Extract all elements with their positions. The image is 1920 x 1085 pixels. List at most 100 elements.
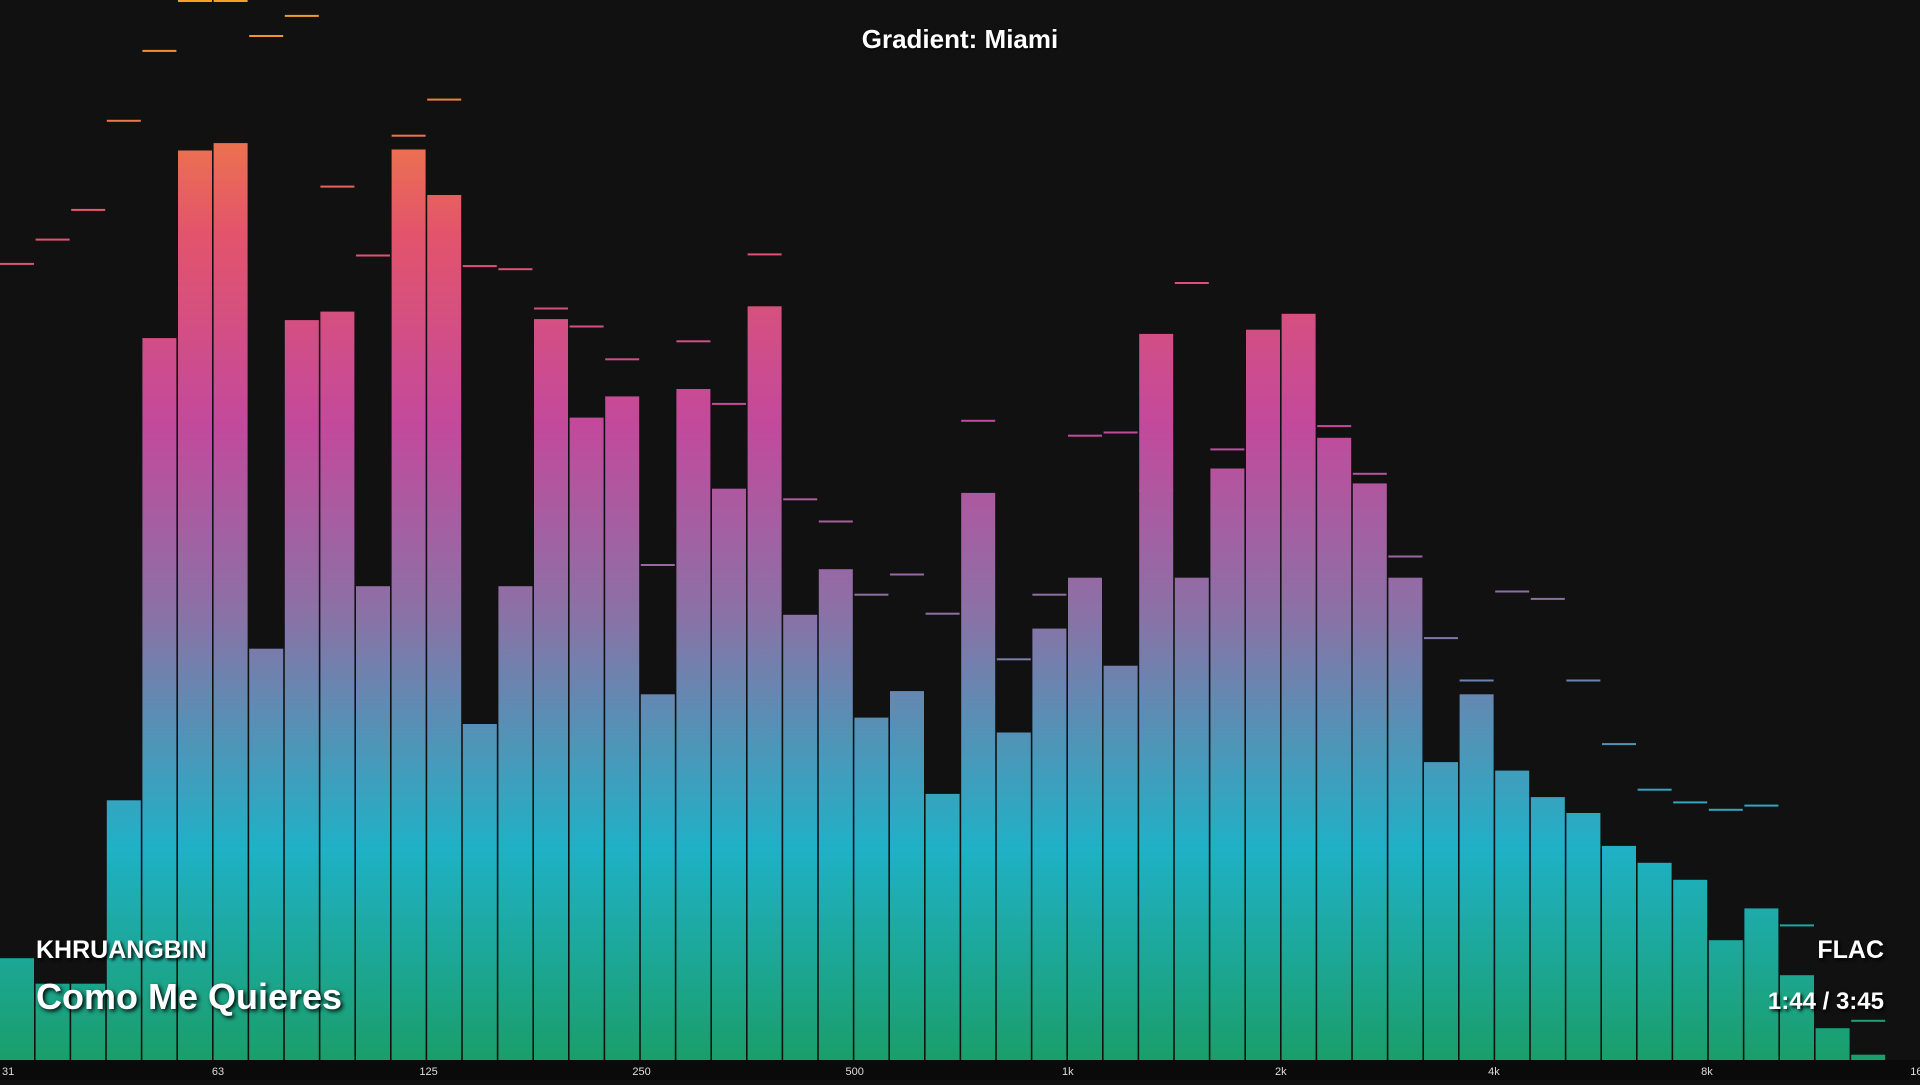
frequency-tick-label: 250 (632, 1066, 650, 1078)
peak-marker (1352, 472, 1387, 475)
spectrum-bar (712, 488, 746, 1060)
spectrum-bar (783, 614, 818, 1060)
spectrum-bar (35, 983, 70, 1060)
peak-marker (462, 265, 497, 268)
track-title: Como Me Quieres (36, 976, 343, 1017)
peak-marker (1424, 637, 1458, 640)
peak-marker (178, 0, 212, 2)
spectrum-bar (569, 417, 604, 1061)
spectrum-bar (1103, 665, 1138, 1060)
spectrum-bar (854, 717, 889, 1060)
spectrum-bar (391, 149, 426, 1060)
peak-marker (1495, 590, 1530, 593)
peak-marker (71, 208, 106, 211)
peak-marker (1032, 593, 1067, 596)
peak-marker (712, 402, 746, 405)
peak-marker (747, 253, 782, 256)
spectrum-bar (1602, 845, 1636, 1060)
spectrum-bar (1673, 879, 1708, 1060)
gradient-name-label: Gradient: Miami (861, 24, 1059, 54)
peak-marker (534, 307, 568, 310)
peak-marker (284, 14, 319, 17)
peak-marker (249, 35, 284, 37)
frequency-tick-label: 4k (1488, 1066, 1500, 1078)
spectrum-bars (0, 143, 1886, 1061)
peak-marker (1637, 788, 1672, 791)
spectrum-bar (249, 648, 284, 1060)
spectrum-bar (1174, 577, 1209, 1060)
spectrum-bar (1637, 862, 1672, 1060)
spectrum-bar (1815, 1028, 1850, 1060)
peak-marker (1246, 465, 1280, 468)
peak-marker (1673, 801, 1708, 804)
spectrum-bar (1459, 694, 1494, 1060)
spectrum-bar (213, 143, 248, 1061)
spectrum-bar (1139, 333, 1174, 1060)
peak-marker (1459, 679, 1494, 682)
peak-marker (1388, 555, 1423, 558)
spectrum-bar (1708, 940, 1743, 1060)
spectrum-bar (890, 691, 924, 1060)
frequency-scale: 31 63 125 250 500 1k 2k 4k 8k 16k (0, 1060, 1920, 1080)
peak-marker (1281, 427, 1316, 430)
audio-format: FLAC (1817, 936, 1884, 964)
spectrum-bar (818, 569, 853, 1060)
peak-marker (1815, 1042, 1850, 1044)
spectrum-bar (747, 306, 782, 1060)
spectrum-bar (142, 338, 177, 1061)
spectrum-bar (0, 958, 34, 1060)
peak-marker (1851, 1019, 1886, 1022)
spectrum-bar (1317, 437, 1352, 1060)
spectrum-bar (925, 793, 960, 1060)
peak-marker (890, 573, 924, 576)
spectrum-bar (996, 732, 1031, 1060)
spectrum-bar (178, 150, 212, 1060)
spectrum-bar (1281, 313, 1316, 1060)
peak-marker (961, 419, 996, 422)
spectrum-bar (1388, 577, 1423, 1060)
spectrum-bar (106, 800, 141, 1060)
spectrum-bar (320, 311, 355, 1061)
peak-marker (783, 498, 818, 501)
spectrum-bar (498, 586, 533, 1060)
peak-marker (106, 119, 141, 122)
spectrum-bar (1032, 628, 1067, 1060)
spectrum-bar (1530, 797, 1565, 1060)
peak-marker (1210, 448, 1245, 451)
spectrum-bar (961, 492, 996, 1060)
frequency-tick-label: 31 (2, 1066, 14, 1078)
spectrum-bar (640, 694, 675, 1060)
spectrum-peaks (0, 0, 1886, 1044)
peak-marker (605, 358, 640, 361)
peak-marker (1139, 489, 1174, 492)
peak-marker (391, 134, 426, 137)
peak-marker (1566, 679, 1601, 682)
frequency-tick-label: 1k (1062, 1066, 1074, 1078)
peak-marker (0, 262, 34, 265)
spectrum-bar (1210, 468, 1245, 1060)
peak-marker (498, 268, 533, 271)
spectrum-bar (1744, 908, 1779, 1060)
frequency-tick-label: 125 (419, 1066, 437, 1078)
spectrum-bar (462, 724, 497, 1060)
spectrum-bar (1424, 762, 1458, 1060)
spectrum-bar (427, 195, 462, 1060)
peak-marker (818, 520, 853, 523)
peak-marker (996, 658, 1031, 661)
peak-marker (676, 340, 711, 343)
peak-marker (569, 325, 604, 328)
spectrum-bar (605, 396, 640, 1060)
playback-time: 1:44 / 3:45 (1767, 988, 1884, 1015)
peak-marker (427, 98, 462, 101)
peak-marker (1068, 434, 1102, 437)
peak-marker (640, 564, 675, 566)
spectrum-bar (1246, 329, 1280, 1060)
spectrum-bar (676, 389, 711, 1060)
peak-marker (320, 185, 355, 188)
peak-marker (1744, 804, 1779, 807)
frequency-tick-label: 63 (212, 1066, 224, 1078)
peak-marker (1317, 425, 1352, 428)
peak-marker (35, 238, 70, 241)
peak-marker (1780, 924, 1814, 927)
